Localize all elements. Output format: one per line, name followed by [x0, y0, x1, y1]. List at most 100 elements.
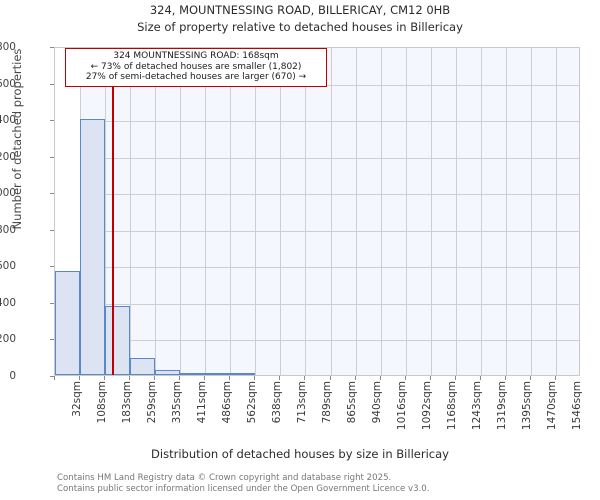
bar: [230, 373, 256, 375]
x-axis-tick-label: 486sqm: [220, 381, 233, 424]
footer-line-1: Contains HM Land Registry data © Crown c…: [57, 473, 392, 483]
x-axis-tick: [379, 376, 381, 380]
gridline-vertical: [205, 48, 207, 375]
x-axis-tick-label: 940sqm: [371, 381, 384, 424]
x-axis-tick: [429, 376, 431, 380]
page-title: 324, MOUNTNESSING ROAD, BILLERICAY, CM12…: [149, 3, 451, 17]
x-axis-title: Distribution of detached houses by size …: [151, 447, 449, 461]
gridline-vertical: [180, 48, 182, 375]
bar: [130, 357, 156, 375]
x-axis-tick-label: 32sqm: [70, 381, 83, 417]
x-axis-tick: [79, 376, 81, 380]
x-axis-tick-label: 411sqm: [195, 381, 208, 424]
annotation-line-1: 324 MOUNTNESSING ROAD: 168sqm: [113, 51, 279, 61]
annotation-line-2: ← 73% of detached houses are smaller (1,…: [90, 61, 302, 72]
x-axis-tick: [104, 376, 106, 380]
y-axis-tick: [50, 47, 54, 48]
bar: [205, 373, 231, 375]
gridline-vertical: [130, 48, 132, 375]
x-axis-tick-label: 1470sqm: [546, 381, 559, 431]
x-axis-tick: [254, 376, 256, 380]
bar-series: [55, 48, 579, 375]
gridline-vertical: [380, 48, 382, 375]
x-axis-tick: [329, 376, 331, 380]
gridline-vertical: [330, 48, 332, 375]
x-axis-tick: [229, 376, 231, 380]
gridline-vertical: [255, 48, 257, 375]
gridline-vertical: [480, 48, 482, 375]
y-axis-tick: [50, 339, 54, 341]
gridline-vertical: [530, 48, 532, 375]
x-axis-tick-label: 1168sqm: [446, 381, 459, 431]
gridline-vertical: [505, 48, 507, 375]
x-axis-tick: [554, 376, 556, 380]
gridline-vertical: [455, 48, 457, 375]
y-axis-tick-label: 1800: [0, 41, 16, 53]
x-axis-tick-label: 562sqm: [245, 381, 258, 424]
y-axis-tick: [50, 156, 54, 158]
x-axis-tick-label: 1016sqm: [396, 381, 409, 431]
x-axis-tick: [129, 376, 131, 380]
footer-line-2: Contains public sector information licen…: [57, 483, 430, 494]
gridline-horizontal: [55, 303, 579, 305]
x-axis-tick-label: 713sqm: [295, 381, 308, 424]
gridline-vertical: [280, 48, 282, 375]
x-axis-tick-label: 259sqm: [145, 381, 158, 424]
x-axis-tick: [154, 376, 156, 380]
plot-area: [54, 47, 580, 376]
gridline-horizontal: [55, 121, 579, 123]
gridline-horizontal: [55, 230, 579, 232]
x-axis-tick: [279, 376, 281, 380]
x-axis-tick-label: 183sqm: [120, 381, 133, 424]
y-axis-tick: [50, 229, 54, 231]
y-axis-tick: [50, 266, 54, 268]
x-axis-tick-label: 789sqm: [321, 381, 333, 424]
gridline-horizontal: [55, 157, 579, 159]
x-axis-tick: [504, 376, 506, 380]
x-axis-tick: [479, 376, 481, 380]
y-axis-tick-label: 1600: [0, 77, 16, 90]
y-axis-tick-label: 1200: [0, 150, 16, 163]
y-axis-tick-label: 1000: [0, 187, 16, 200]
gridline-horizontal: [55, 267, 579, 269]
x-axis-tick: [454, 376, 456, 380]
y-axis-tick: [50, 83, 54, 85]
x-axis-tick: [179, 376, 181, 380]
gridline-vertical: [155, 48, 157, 375]
x-axis-tick-label: 1546sqm: [571, 381, 584, 431]
x-axis-tick-label: 1319sqm: [496, 381, 509, 431]
gridline-vertical: [230, 48, 232, 375]
gridline-vertical: [405, 48, 407, 375]
page-subtitle: Size of property relative to detached ho…: [137, 20, 463, 34]
gridline-vertical: [305, 48, 307, 375]
footer-attribution: Contains HM Land Registry data © Crown c…: [57, 473, 429, 494]
gridline-vertical: [555, 48, 557, 375]
property-marker-line: [112, 48, 115, 375]
gridline-vertical: [105, 48, 107, 375]
bar: [155, 370, 181, 375]
y-axis-tick: [50, 120, 54, 122]
x-axis-tick: [529, 376, 531, 380]
gridline-vertical: [355, 48, 357, 375]
y-axis-tick-label: 600: [0, 260, 16, 273]
x-axis-tick-label: 108sqm: [95, 381, 108, 424]
y-axis-tick-label: 0: [9, 370, 16, 382]
gridline-vertical: [430, 48, 432, 375]
bar: [80, 119, 106, 375]
gridline-horizontal: [55, 340, 579, 342]
y-axis-tick-label: 800: [0, 223, 16, 236]
x-axis-tick-label: 1395sqm: [521, 381, 534, 431]
x-axis-tick: [304, 376, 306, 380]
bar: [105, 306, 131, 375]
chart-title-block: 324, MOUNTNESSING ROAD, BILLERICAY, CM12…: [0, 2, 600, 36]
x-axis-tick-label: 335sqm: [170, 381, 183, 424]
x-axis-tick: [354, 376, 356, 380]
x-axis-tick: [204, 376, 206, 380]
annotation-line-3: 27% of semi-detached houses are larger (…: [85, 72, 307, 82]
bar: [180, 373, 206, 375]
x-axis-tick: [404, 376, 406, 380]
x-axis-tick: [54, 376, 55, 380]
x-axis-tick-label: 865sqm: [346, 381, 359, 424]
gridline-horizontal: [55, 194, 579, 196]
